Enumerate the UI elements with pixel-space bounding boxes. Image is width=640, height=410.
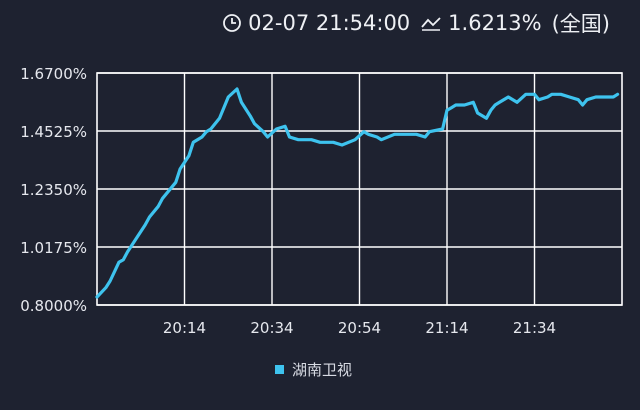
- y-tick-label: 0.8000%: [20, 297, 87, 315]
- series-layer: [95, 87, 620, 299]
- current-value-group: 1.6213%: [420, 11, 542, 35]
- grid-lines: [96, 72, 623, 306]
- x-tick-label: 20:34: [250, 319, 293, 337]
- y-tick-label: 1.6700%: [20, 65, 87, 83]
- y-tick-label: 1.4525%: [20, 123, 87, 141]
- legend-swatch: [275, 365, 284, 374]
- y-axis-ticks: 1.6700% 1.4525% 1.2350% 1.0175% 0.8000%: [20, 65, 87, 315]
- x-tick-label: 21:14: [425, 319, 468, 337]
- y-tick-label: 1.0175%: [20, 239, 87, 257]
- series-line: [95, 87, 620, 299]
- clock-icon: [222, 13, 242, 33]
- legend-label: 湖南卫视: [292, 361, 353, 379]
- x-tick-label: 20:54: [338, 319, 381, 337]
- x-tick-label: 21:34: [513, 319, 556, 337]
- x-tick-label: 20:14: [163, 319, 206, 337]
- trend-line-icon: [420, 14, 442, 32]
- chart-header: 02-07 21:54:00 1.6213% (全国): [222, 8, 610, 38]
- scope-label: (全国): [551, 12, 610, 36]
- x-axis-ticks: 20:14 20:34 20:54 21:14 21:34: [163, 319, 556, 337]
- current-value-text: 1.6213%: [448, 11, 542, 35]
- legend: 湖南卫视: [275, 359, 352, 380]
- y-tick-label: 1.2350%: [20, 181, 87, 199]
- timestamp-group: 02-07 21:54:00: [222, 11, 410, 35]
- timestamp-text: 02-07 21:54:00: [248, 11, 411, 35]
